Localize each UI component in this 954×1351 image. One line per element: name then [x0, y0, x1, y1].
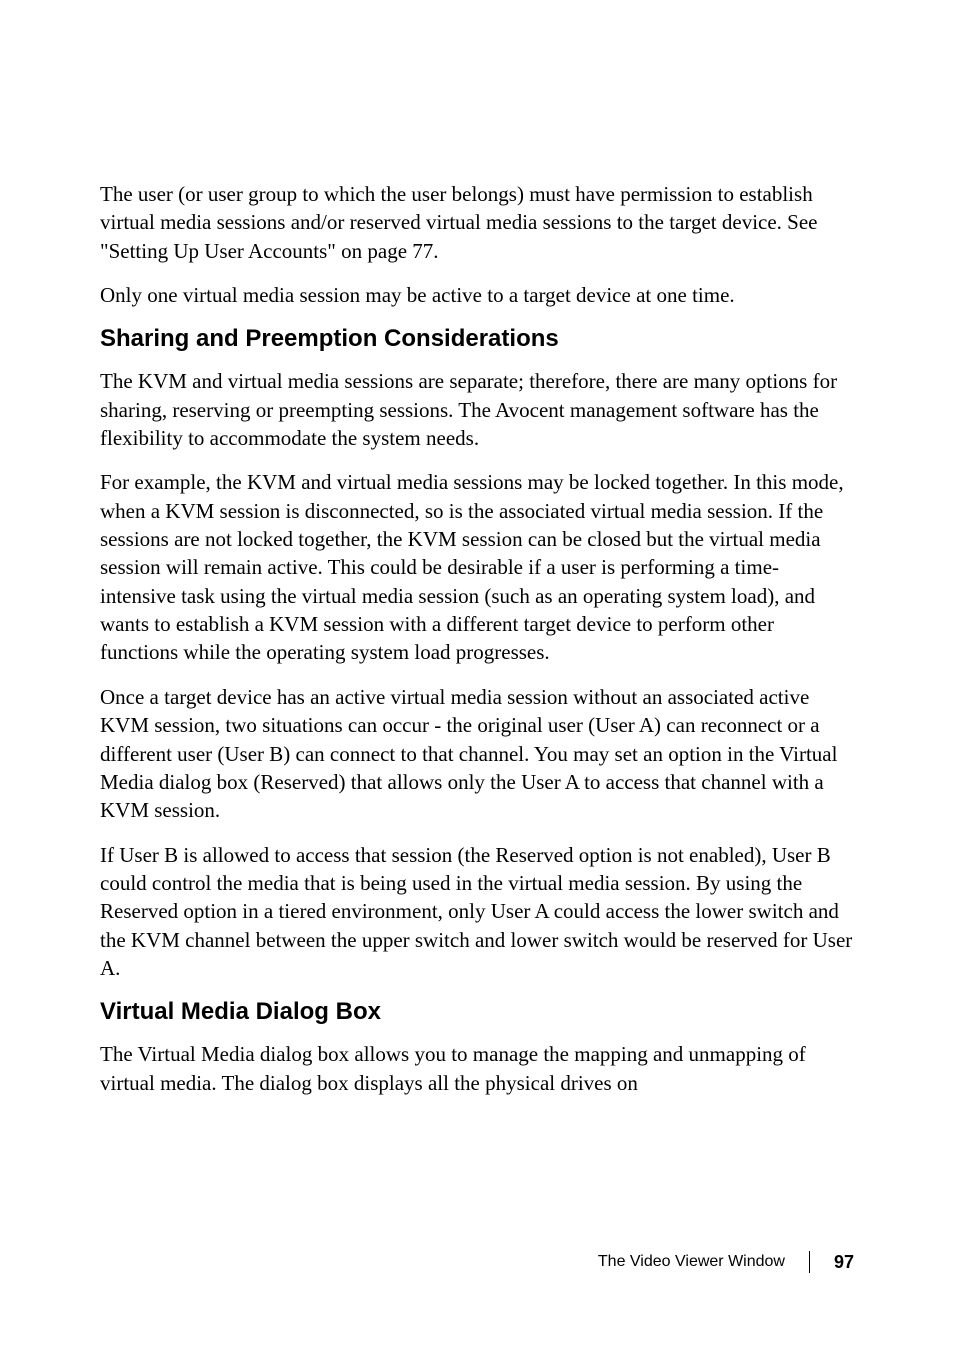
footer-divider: [809, 1251, 810, 1273]
document-page: The user (or user group to which the use…: [0, 0, 954, 1351]
section-heading-sharing: Sharing and Preemption Considerations: [100, 325, 854, 353]
body-paragraph: Only one virtual media session may be ac…: [100, 281, 854, 309]
page-footer: The Video Viewer Window 97: [598, 1251, 854, 1273]
footer-section-title: The Video Viewer Window: [598, 1253, 785, 1271]
body-paragraph: If User B is allowed to access that sess…: [100, 841, 854, 983]
body-paragraph: The KVM and virtual media sessions are s…: [100, 367, 854, 452]
section-heading-virtual-media: Virtual Media Dialog Box: [100, 998, 854, 1026]
body-paragraph: For example, the KVM and virtual media s…: [100, 468, 854, 666]
body-paragraph: The Virtual Media dialog box allows you …: [100, 1040, 854, 1097]
body-paragraph: Once a target device has an active virtu…: [100, 683, 854, 825]
body-paragraph: The user (or user group to which the use…: [100, 180, 854, 265]
footer-page-number: 97: [834, 1252, 854, 1273]
